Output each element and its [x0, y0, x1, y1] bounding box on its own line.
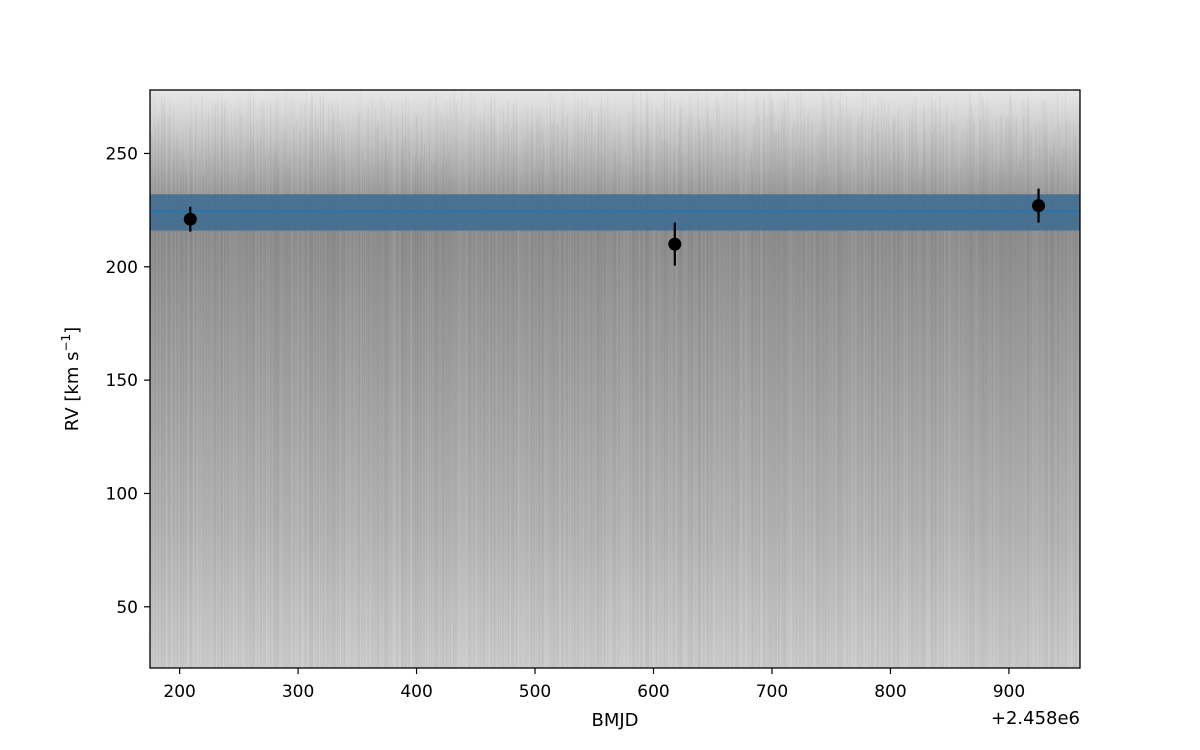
- x-tick-label: 800: [874, 682, 906, 702]
- x-axis: 200 300 400 500 600 700 800 900: [163, 668, 1025, 702]
- data-marker: [183, 212, 197, 226]
- y-tick-label: 50: [116, 598, 138, 618]
- y-axis-label-close: ]: [62, 327, 83, 334]
- x-tick-label: 300: [282, 682, 314, 702]
- x-offset-label: +2.458e6: [991, 708, 1080, 729]
- x-tick-label: 500: [519, 682, 551, 702]
- x-tick-label: 400: [400, 682, 432, 702]
- y-tick-label: 150: [106, 371, 138, 391]
- x-tick-label: 200: [163, 682, 195, 702]
- x-tick-label: 900: [993, 682, 1025, 702]
- data-point: [1032, 188, 1046, 223]
- posterior-draw-strokes: [151, 90, 1080, 668]
- plot-area: [150, 90, 1080, 668]
- y-axis: 50 100 150 200 250: [106, 144, 150, 618]
- data-marker: [1032, 199, 1046, 213]
- y-axis-label: RV [km s−1]: [59, 327, 83, 431]
- x-tick-label: 700: [756, 682, 788, 702]
- posterior-draws: [150, 90, 1080, 668]
- y-axis-label-main: RV [km s: [62, 352, 83, 432]
- data-marker: [668, 237, 682, 251]
- x-tick-label: 600: [637, 682, 669, 702]
- model-uncertainty-band: [150, 194, 1080, 231]
- y-tick-label: 200: [106, 258, 138, 278]
- model-band-group: [150, 194, 1080, 231]
- data-points: [183, 188, 1046, 266]
- data-point: [668, 222, 682, 266]
- y-tick-label: 100: [106, 484, 138, 504]
- y-tick-label: 250: [106, 144, 138, 164]
- x-axis-label: BMJD: [591, 710, 638, 731]
- plot-frame: [149, 89, 1081, 669]
- posterior-background: [150, 90, 1080, 668]
- y-axis-label-exponent: −1: [59, 334, 73, 352]
- posterior-draw-highlights: [150, 90, 1080, 668]
- data-point: [183, 206, 197, 232]
